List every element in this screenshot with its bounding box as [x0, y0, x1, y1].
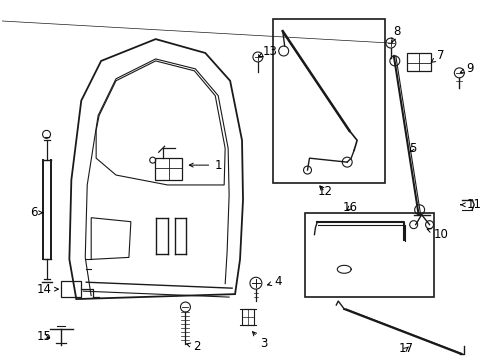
Text: 10: 10 — [427, 228, 447, 241]
Text: 17: 17 — [398, 342, 413, 355]
Bar — [304, 213, 433, 297]
Bar — [272, 19, 384, 183]
Bar — [406, 53, 429, 71]
Text: 3: 3 — [252, 332, 267, 350]
Text: 15: 15 — [37, 330, 51, 343]
Text: 7: 7 — [430, 49, 443, 63]
Text: 11: 11 — [460, 198, 480, 211]
Bar — [61, 281, 81, 297]
Text: 6: 6 — [30, 206, 43, 219]
Text: 4: 4 — [267, 275, 282, 288]
Bar — [154, 158, 182, 180]
Text: 12: 12 — [317, 185, 332, 198]
Text: 13: 13 — [258, 45, 277, 58]
Text: 16: 16 — [342, 201, 357, 214]
Bar — [242, 309, 253, 325]
Text: 2: 2 — [186, 340, 201, 353]
Text: 14: 14 — [37, 283, 58, 296]
Text: 8: 8 — [391, 24, 399, 43]
Text: 1: 1 — [189, 159, 221, 172]
Text: 5: 5 — [408, 142, 415, 155]
Text: 9: 9 — [459, 62, 473, 75]
